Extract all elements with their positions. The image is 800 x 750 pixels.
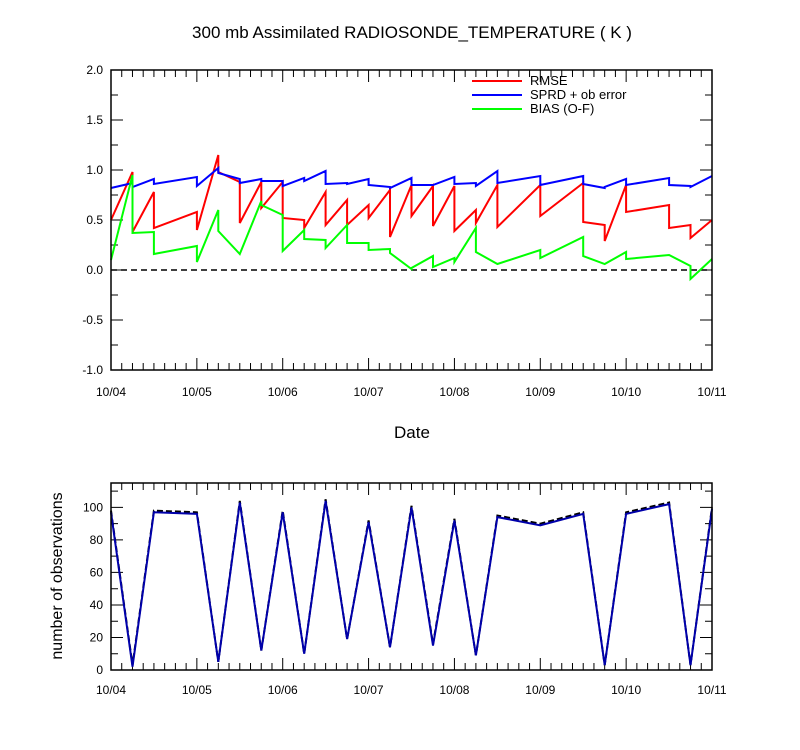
x-tick-label: 10/11 <box>697 385 726 399</box>
y-tick-label: 100 <box>83 500 103 514</box>
y-tick-label: 40 <box>90 598 104 612</box>
x-tick-label: 10/09 <box>525 683 555 697</box>
top-plot: -1.0 -0.5 0.0 0.5 1.0 1.5 2.0 10/04 10/05 10/06 10… <box>82 63 727 399</box>
x-tick-label: 10/05 <box>182 385 212 399</box>
series-sprd-ob-error-line <box>110 165 713 190</box>
series-rmse-line <box>110 154 713 242</box>
y-tick-label: 1.5 <box>86 113 103 127</box>
x-tick-label: 10/07 <box>354 683 384 697</box>
x-tick-label: 10/07 <box>354 385 384 399</box>
legend-label: BIAS (O-F) <box>530 101 594 116</box>
y-tick-label: 2.0 <box>86 63 103 77</box>
x-tick-label: 10/08 <box>439 385 469 399</box>
x-tick-label: 10/06 <box>268 683 298 697</box>
y-tick-label: 20 <box>90 630 104 644</box>
y-tick-label: 0.0 <box>86 263 103 277</box>
x-tick-label: 10/04 <box>96 385 126 399</box>
y-tick-label: 1.0 <box>86 163 103 177</box>
y-tick-label: -0.5 <box>82 313 103 327</box>
x-tick-label: 10/06 <box>268 385 298 399</box>
x-tick-label: 10/08 <box>439 683 469 697</box>
x-tick-label: 10/09 <box>525 385 555 399</box>
x-tick-label: 10/05 <box>182 683 212 697</box>
x-tick-label: 10/10 <box>611 683 641 697</box>
x-tick-label: 10/10 <box>611 385 641 399</box>
y-tick-label: 0 <box>96 663 103 677</box>
series-used-line <box>110 500 713 667</box>
y-tick-label: 0.5 <box>86 213 103 227</box>
legend-label: RMSE <box>530 73 568 88</box>
plot-frame <box>110 482 713 671</box>
plot-frame <box>110 69 713 371</box>
y-axis-label-observations: number of observations <box>49 492 66 659</box>
chart-title: 300 mb Assimilated RADIOSONDE_TEMPERATUR… <box>192 23 632 42</box>
x-axis-label: Date <box>394 423 430 442</box>
y-tick-label: 80 <box>90 533 104 547</box>
y-tick-label: -1.0 <box>82 363 103 377</box>
x-tick-label: 10/11 <box>697 683 726 697</box>
y-tick-label: 60 <box>90 565 104 579</box>
series-bias-o-f-line <box>110 174 713 282</box>
tick-marks <box>110 69 713 371</box>
legend-label: SPRD + ob error <box>530 87 627 102</box>
series-possible-line <box>110 499 713 666</box>
x-tick-label: 10/04 <box>96 683 126 697</box>
bottom-plot: 0 20 40 60 80 100 10/04 10/05 10/06 10/07 10/08 10/… <box>83 482 727 697</box>
